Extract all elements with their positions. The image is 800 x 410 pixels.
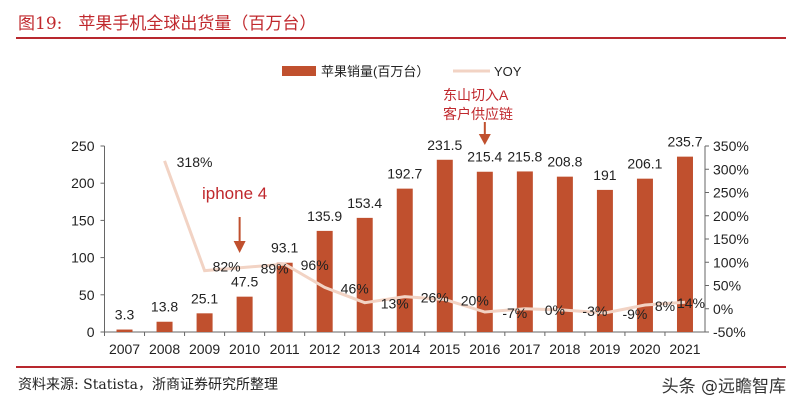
left-tick-label: 50	[79, 287, 95, 303]
source-note: 资料来源: Statista，浙商证券研究所整理	[18, 377, 278, 393]
top-rule	[16, 37, 786, 39]
figure-number: 图19:	[18, 14, 63, 34]
yoy-label: -7%	[502, 305, 527, 321]
x-tick-label: 2020	[629, 341, 660, 357]
bar-2008	[156, 321, 173, 332]
figure-title: 图19: 苹果手机全球出货量（百万台）	[18, 9, 332, 34]
yoy-label: 318%	[177, 154, 213, 170]
x-tick-label: 2015	[429, 341, 460, 357]
x-tick-label: 2012	[309, 341, 340, 357]
yoy-label: 26%	[421, 290, 449, 306]
annotation-supply-chain-line2: 客户供应链	[443, 106, 513, 122]
x-tick-label: 2019	[589, 341, 620, 357]
left-tick-label: 150	[71, 212, 95, 228]
x-tick-label: 2016	[469, 341, 500, 357]
yoy-label: 82%	[213, 259, 241, 275]
bar-label: 47.5	[231, 274, 258, 290]
bar-2017	[516, 171, 533, 332]
watermark: 头条 @远瞻智库	[661, 377, 786, 397]
bar-label: 93.1	[271, 240, 298, 256]
bar-label: 192.7	[387, 166, 422, 182]
x-tick-label: 2014	[389, 341, 420, 357]
bar-label: 206.1	[627, 156, 662, 172]
bar-label: 3.3	[115, 307, 135, 323]
arrow-down-icon	[478, 134, 491, 145]
x-tick-label: 2021	[669, 341, 700, 357]
bar-label: 215.4	[467, 149, 502, 165]
bar-2020	[636, 178, 653, 332]
bar-label: 153.4	[347, 195, 382, 211]
bar-2015	[436, 159, 453, 332]
bar-label: 191	[593, 167, 617, 183]
arrow-down-icon	[233, 241, 246, 253]
bottom-rule	[16, 366, 786, 368]
right-tick-label: 200%	[713, 208, 749, 224]
bar-2007	[116, 329, 133, 332]
left-tick-label: 200	[71, 175, 95, 191]
yoy-label: 0%	[545, 302, 565, 318]
right-tick-label: 0%	[713, 301, 733, 317]
right-tick-label: 50%	[713, 278, 741, 294]
right-tick-label: 350%	[713, 138, 749, 154]
right-tick-label: 100%	[713, 254, 749, 270]
figure-title-text: 苹果手机全球出货量（百万台）	[78, 14, 317, 34]
bar-2018	[556, 176, 573, 332]
yoy-label: 20%	[461, 292, 489, 308]
bar-2012	[316, 230, 333, 332]
x-tick-label: 2018	[549, 341, 580, 357]
bar-label: 25.1	[191, 290, 218, 306]
bar-2016	[476, 171, 493, 332]
right-tick-label: 250%	[713, 185, 749, 201]
right-tick-label: 300%	[713, 161, 749, 177]
right-tick-label: 150%	[713, 231, 749, 247]
x-tick-label: 2009	[189, 341, 220, 357]
x-tick-label: 2017	[509, 341, 540, 357]
bar-label: 13.8	[151, 299, 178, 315]
bar-label: 235.7	[667, 134, 702, 150]
yoy-label: 46%	[341, 280, 369, 296]
x-tick-label: 2007	[109, 341, 140, 357]
yoy-label: 96%	[301, 257, 329, 273]
legend-label-bar: 苹果销量(百万台）	[321, 64, 429, 79]
annotation-supply-chain-line1: 东山切入A	[443, 87, 509, 103]
yoy-line	[163, 160, 686, 315]
bar-2011	[276, 262, 293, 332]
legend-label-line: YOY	[494, 64, 522, 79]
bar-label: 231.5	[427, 137, 462, 153]
yoy-label: 13%	[381, 296, 409, 312]
x-tick-label: 2013	[349, 341, 380, 357]
bar-2009	[196, 313, 213, 332]
yoy-label: 14%	[677, 295, 705, 311]
bar-2010	[236, 296, 253, 332]
bar-label: 208.8	[547, 154, 582, 170]
left-tick-label: 100	[71, 250, 95, 266]
yoy-label: 89%	[261, 260, 289, 276]
left-tick-label: 250	[71, 138, 95, 154]
bar-2013	[356, 217, 373, 332]
yoy-label: 8%	[655, 298, 675, 314]
legend-swatch-bar	[282, 66, 316, 76]
bar-label: 215.8	[507, 148, 542, 164]
annotation-iphone4: iphone 4	[202, 184, 267, 203]
yoy-label: -9%	[622, 306, 647, 322]
x-tick-label: 2011	[270, 341, 300, 357]
right-tick-label: -50%	[713, 324, 746, 340]
bar-2019	[596, 189, 613, 332]
x-tick-label: 2008	[149, 341, 180, 357]
x-tick-label: 2010	[229, 341, 260, 357]
bar-label: 135.9	[307, 208, 342, 224]
left-tick-label: 0	[87, 324, 95, 340]
yoy-label: -3%	[582, 303, 607, 319]
bar-2021	[676, 156, 693, 332]
